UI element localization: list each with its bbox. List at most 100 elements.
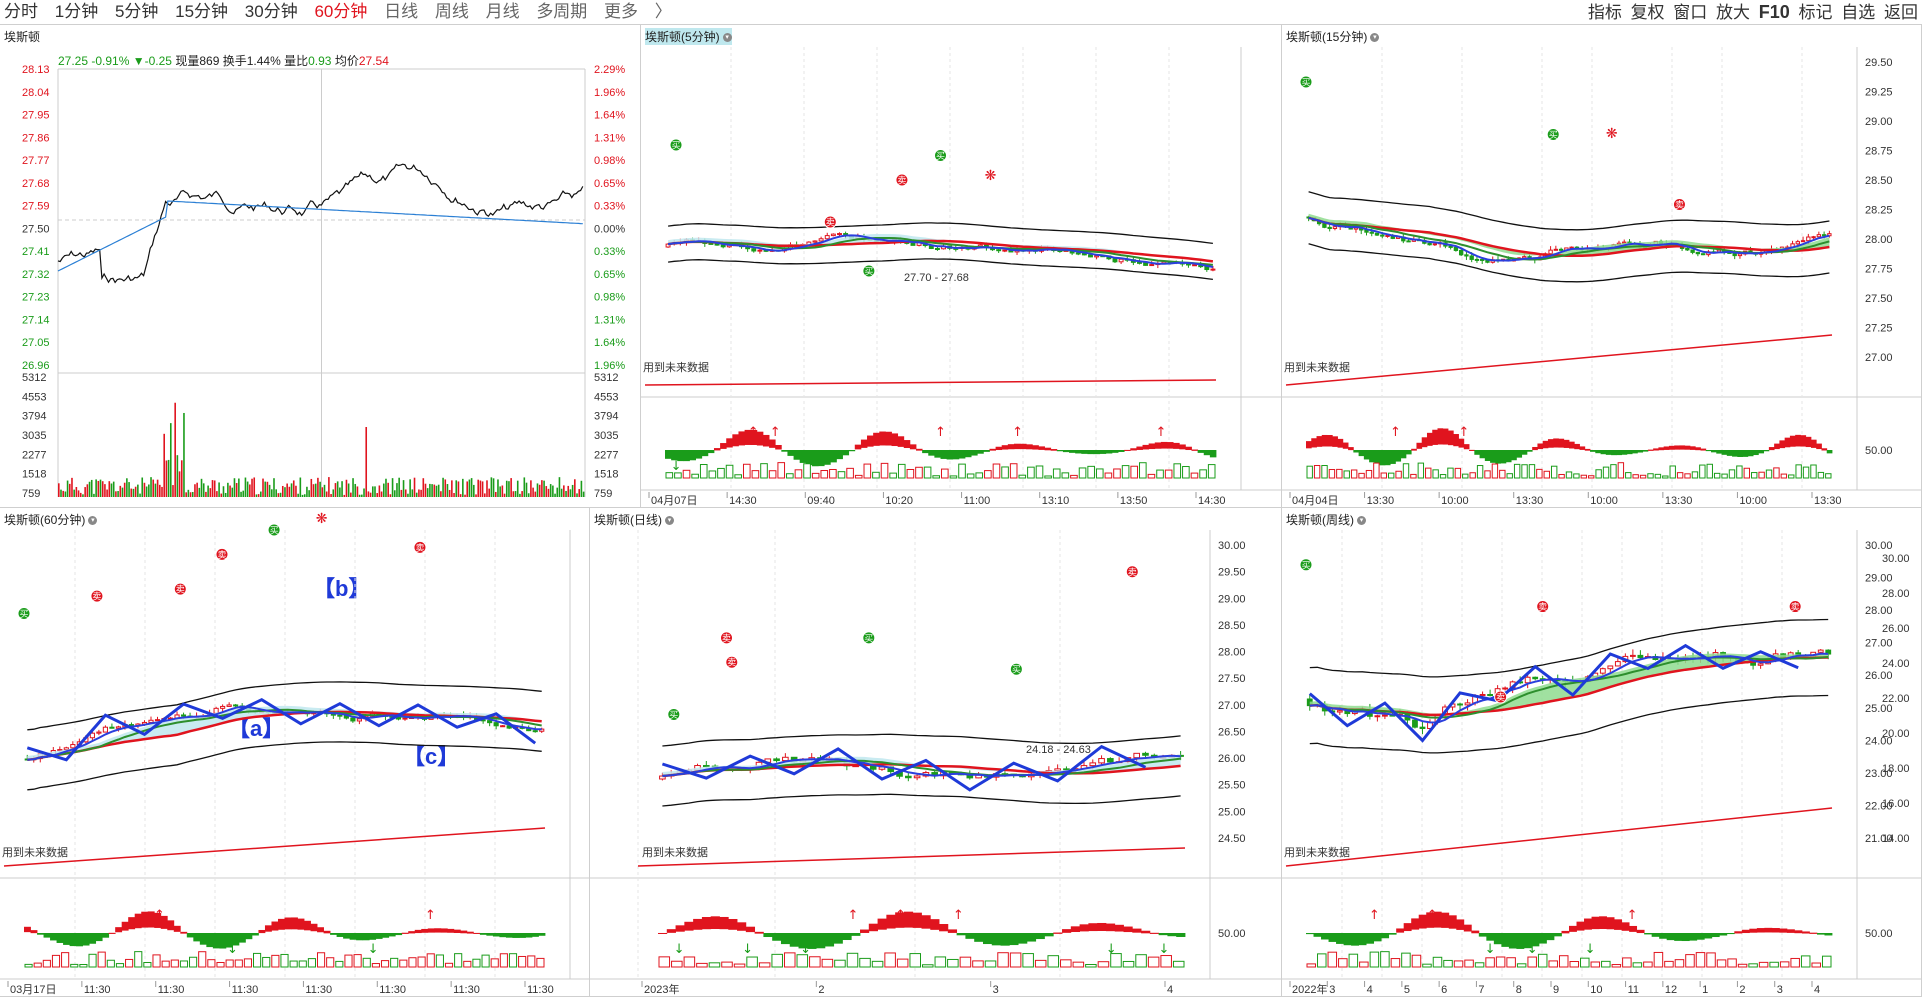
intraday-panel[interactable]: 埃斯顿 27.25 -0.91% ▼-0.25 现量869 换手1.44% 量比… [0, 25, 641, 508]
price-tick: 29.00 [1865, 573, 1893, 585]
volume-bar [95, 479, 97, 497]
macd-histogram [1373, 933, 1382, 942]
volume-bar [479, 480, 482, 497]
x-axis-label: 2 [818, 984, 824, 996]
tab-1min[interactable]: 1分钟 [54, 2, 99, 21]
macd-histogram [991, 933, 1001, 946]
candle [1795, 241, 1800, 245]
tab-intraday[interactable]: 分时 [4, 2, 38, 21]
macd-histogram [173, 925, 181, 932]
tab-multi-period[interactable]: 多周期 [536, 2, 588, 21]
macd-histogram [830, 450, 837, 463]
volume-bar [909, 953, 922, 968]
macd-histogram [1511, 450, 1517, 461]
macd-histogram [707, 450, 715, 454]
volume-bar [163, 433, 165, 497]
candle [89, 732, 95, 739]
tab-60min[interactable]: 60分钟 [314, 2, 368, 21]
indicator-button[interactable]: 指标 [1587, 3, 1622, 22]
tab-5min[interactable]: 5分钟 [114, 2, 159, 21]
macd-histogram [323, 930, 331, 934]
five-min-panel[interactable]: 埃斯顿(5分钟) ▾ 27.70 - 27.68 用到未来数据 买卖卖买买 ❋ ↓ ↑ ↑… [641, 25, 1282, 508]
circle-chevron-icon[interactable]: ▾ [1357, 516, 1366, 526]
candle [109, 726, 115, 729]
macd-histogram [1142, 444, 1150, 450]
weekly-title-text: 埃斯顿(周线) [1286, 513, 1354, 527]
circle-chevron-icon[interactable]: ▾ [1370, 33, 1380, 43]
tab-15min[interactable]: 15分钟 [175, 2, 229, 21]
macd-histogram [499, 933, 507, 938]
adjust-button[interactable]: 复权 [1630, 3, 1665, 22]
candle [1385, 234, 1390, 237]
macd-histogram [1336, 933, 1344, 944]
sixty-min-panel[interactable]: 埃斯顿(60分钟) ▾ 【b】 【a】 【c】 用到未来数据 买卖卖卖买卖 ❋ ↑ ↓ ↓… [0, 508, 590, 997]
candle [1143, 262, 1149, 266]
volume-bar [1130, 465, 1139, 479]
volume-bar [347, 483, 350, 497]
candle [1088, 254, 1093, 258]
circle-chevron-icon[interactable]: ▾ [665, 516, 674, 526]
weekly-chart[interactable]: 买卖卖 卖↑ ↑↓ ↓ ↓↑30.0029.0028.0027.0026.0025.00… [1282, 508, 1922, 997]
fifteen-min-chart[interactable]: 买买卖❋↑ ↑29.5029.2529.0028.7528.5028.2528.0… [1282, 25, 1922, 508]
volume-bar [1060, 959, 1072, 968]
tab-monthly[interactable]: 月线 [485, 2, 520, 21]
macd-histogram [868, 923, 878, 932]
tab-weekly[interactable]: 周线 [434, 2, 469, 21]
back-button[interactable]: 返回 [1884, 3, 1918, 22]
fifteen-min-panel[interactable]: 埃斯顿(15分钟) ▾ 用到未来数据 买买卖 ❋ ↑ ↑ 29.50 29.25 29.00 2… [1282, 25, 1922, 508]
macd-histogram [1526, 450, 1533, 452]
tab-daily[interactable]: 日线 [384, 2, 419, 21]
volume-bar [86, 484, 89, 497]
volume-bar [1825, 473, 1832, 479]
volume-bar [658, 956, 671, 968]
volume-bar [220, 493, 223, 497]
macd-histogram [258, 929, 266, 934]
macd-histogram [1328, 933, 1337, 942]
range-note: 27.70 - 27.68 [904, 272, 969, 284]
x-axis-label: 13:30 [1665, 495, 1693, 507]
volume-bar [246, 481, 249, 497]
volume-bar [1369, 951, 1380, 968]
circle-chevron-icon[interactable]: ▾ [88, 516, 98, 526]
tool-buttons: 指标 复权 窗口 放大 F10 标记 自选 返回 [1584, 0, 1918, 25]
weekly-panel[interactable]: 埃斯顿(周线) ▾ 用到未来数据 买卖卖卖 ↑ ↑ ↓ ↓ ↓ ↑ 30.00 29.00 28.0… [1282, 508, 1922, 997]
zoom-button[interactable]: 放大 [1716, 3, 1751, 22]
candle [934, 248, 940, 251]
volume-bar [323, 484, 326, 497]
intraday-chart[interactable]: 28.13 28.04 27.95 27.86 27.77 27.68 27.59 27.50… [0, 25, 641, 508]
volume-bar [101, 481, 104, 497]
macd-histogram [167, 920, 175, 931]
mark-button[interactable]: 标记 [1798, 3, 1833, 22]
tab-more[interactable]: 更多 [604, 2, 639, 21]
window-button[interactable]: 窗口 [1673, 3, 1708, 22]
volume-bar [216, 491, 218, 497]
more-arrow-icon[interactable]: 〉 [654, 2, 672, 21]
down-arrow-icon: ↓ [1585, 942, 1596, 957]
macd-histogram [977, 450, 984, 454]
daily-panel[interactable]: 埃斯顿(日线) ▾ 24.18 - 24.63 用到未来数据 买卖卖买买卖 ↓ ↓ ↓ ↑… [590, 508, 1282, 997]
macd-histogram [1726, 450, 1733, 456]
volume-bar [783, 952, 796, 968]
volume-bar [829, 468, 837, 479]
volume-bar [1527, 956, 1537, 968]
macd-histogram [1605, 450, 1612, 455]
volume-bar [132, 488, 135, 497]
volume-bar [777, 462, 786, 479]
watchlist-button[interactable]: 自选 [1841, 3, 1876, 22]
volume-bar [1350, 469, 1358, 479]
circle-chevron-icon[interactable]: ▾ [722, 33, 732, 43]
sell-marker-glyph: 卖 [826, 218, 835, 229]
volume-bar [1758, 961, 1769, 968]
macd-histogram [867, 435, 874, 447]
macd-histogram [1651, 933, 1660, 937]
macd-histogram [382, 933, 390, 938]
tab-30min[interactable]: 30分钟 [244, 2, 298, 21]
volume-bar [1484, 470, 1491, 479]
volume-bar [134, 486, 137, 497]
price-tick: 29.50 [1865, 57, 1893, 69]
macd-histogram [1141, 930, 1151, 934]
f10-button[interactable]: F10 [1758, 2, 1790, 22]
